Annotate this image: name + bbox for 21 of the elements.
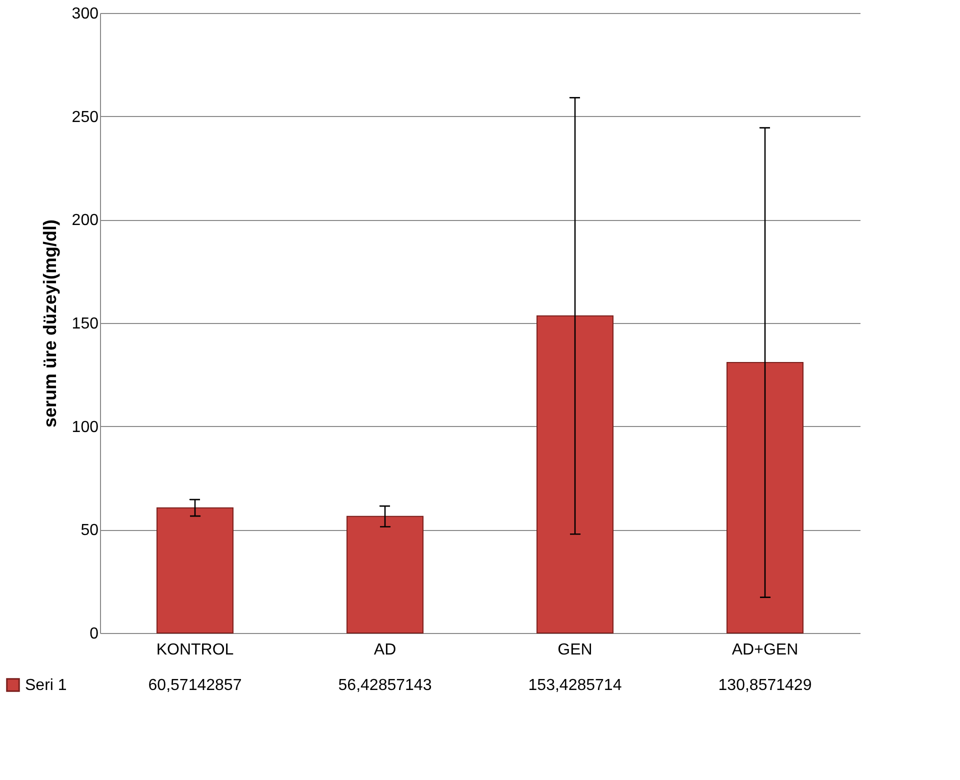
x-tick-label: KONTROL	[156, 642, 234, 658]
data-label: 60,57142857	[148, 677, 242, 694]
y-tick-label: 200	[72, 212, 99, 230]
x-tick-label: AD+GEN	[732, 642, 798, 658]
data-label: 153,4285714	[528, 677, 622, 694]
y-tick-label: 100	[72, 418, 99, 436]
data-label: 56,42857143	[338, 677, 432, 694]
y-tick-label: 150	[72, 316, 99, 332]
bar	[156, 507, 234, 634]
legend-label: Seri 1	[25, 677, 67, 694]
data-label: 130,8571429	[718, 677, 812, 694]
y-tick-label: 0	[90, 626, 99, 642]
y-tick-label: 50	[80, 522, 99, 540]
x-tick-label: AD	[374, 642, 396, 658]
y-tick-label: 300	[72, 6, 99, 22]
bar	[726, 362, 804, 634]
y-axis-title: serum üre düzeyi(mg/dl)	[40, 219, 60, 428]
x-tick-label: GEN	[558, 642, 592, 658]
bar	[346, 516, 424, 634]
y-tick-label: 250	[72, 108, 99, 126]
bar	[536, 315, 614, 634]
